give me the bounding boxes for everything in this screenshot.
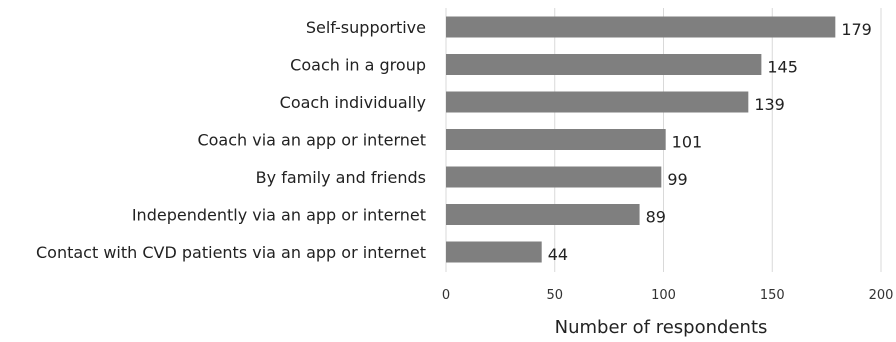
category-label: By family and friends — [256, 168, 426, 187]
x-tick-label: 50 — [546, 288, 563, 303]
bar — [446, 91, 749, 113]
category-label: Coach in a group — [290, 56, 426, 75]
x-tick-label: 100 — [651, 288, 676, 303]
bar — [446, 54, 762, 75]
x-tick-label: 0 — [442, 288, 450, 303]
category-label: Coach via an app or internet — [197, 131, 426, 150]
data-label: 44 — [548, 245, 568, 264]
x-tick-label: 200 — [869, 288, 894, 303]
category-label: Coach individually — [280, 93, 426, 112]
data-label: 145 — [767, 58, 798, 77]
data-label: 179 — [841, 20, 872, 39]
data-label: 99 — [667, 170, 687, 189]
x-tick-labels: 0 50 100 150 200 — [442, 288, 894, 303]
bar — [446, 16, 836, 38]
category-label: Self-supportive — [306, 18, 426, 37]
data-label: 139 — [754, 95, 785, 114]
bars — [446, 16, 836, 263]
bar — [446, 204, 640, 225]
data-label: 101 — [672, 133, 703, 152]
category-labels: Self-supportive Coach in a group Coach ind… — [36, 18, 426, 262]
bar — [446, 166, 662, 188]
x-axis-title: Number of respondents — [555, 317, 768, 338]
data-label: 89 — [646, 208, 666, 227]
bar — [446, 129, 666, 150]
bar — [446, 241, 542, 263]
x-tick-label: 150 — [760, 288, 785, 303]
category-label: Contact with CVD patients via an app or … — [36, 243, 426, 262]
category-label: Independently via an app or internet — [132, 206, 426, 225]
